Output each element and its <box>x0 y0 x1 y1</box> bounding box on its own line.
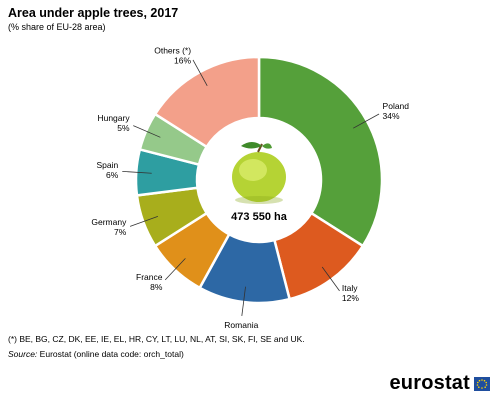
logo-text: eurostat <box>389 372 470 394</box>
label-france: France 8% <box>136 272 163 292</box>
label-hungary: Hungary 5% <box>97 113 130 133</box>
leader-line-hungary <box>133 125 161 138</box>
footnote: (*) BE, BG, CZ, DK, EE, IE, EL, HR, CY, … <box>8 334 305 344</box>
leader-line-germany <box>129 216 158 227</box>
label-poland: Poland 34% <box>383 101 410 121</box>
center-total-label: 473 550 ha <box>231 211 288 223</box>
leader-line-italy <box>321 266 340 292</box>
eurostat-logo: eurostat <box>389 372 490 395</box>
leader-line-romania <box>241 286 246 316</box>
label-romania: Romania12% <box>224 320 258 330</box>
chart-subtitle: (% share of EU-28 area) <box>8 22 106 32</box>
leader-line-france <box>164 258 186 281</box>
slice-poland <box>257 55 384 248</box>
source-label: Source: <box>8 349 38 359</box>
label-germany: Germany 7% <box>91 217 127 237</box>
apple-icon <box>232 142 286 204</box>
label-italy: Italy 12% <box>342 283 359 303</box>
source-text: Eurostat (online data code: orch_total) <box>39 349 184 359</box>
leader-line-poland <box>353 113 380 129</box>
leader-line-spain <box>122 170 152 174</box>
slice-others <box>153 55 261 149</box>
leader-line-others <box>192 59 208 86</box>
eu-flag-icon <box>474 376 490 391</box>
label-others: Others (*) 16% <box>154 45 191 65</box>
source-note: Source: Eurostat (online data code: orch… <box>8 349 184 359</box>
label-spain: Spain 6% <box>97 160 119 180</box>
chart-title: Area under apple trees, 2017 <box>8 6 179 20</box>
